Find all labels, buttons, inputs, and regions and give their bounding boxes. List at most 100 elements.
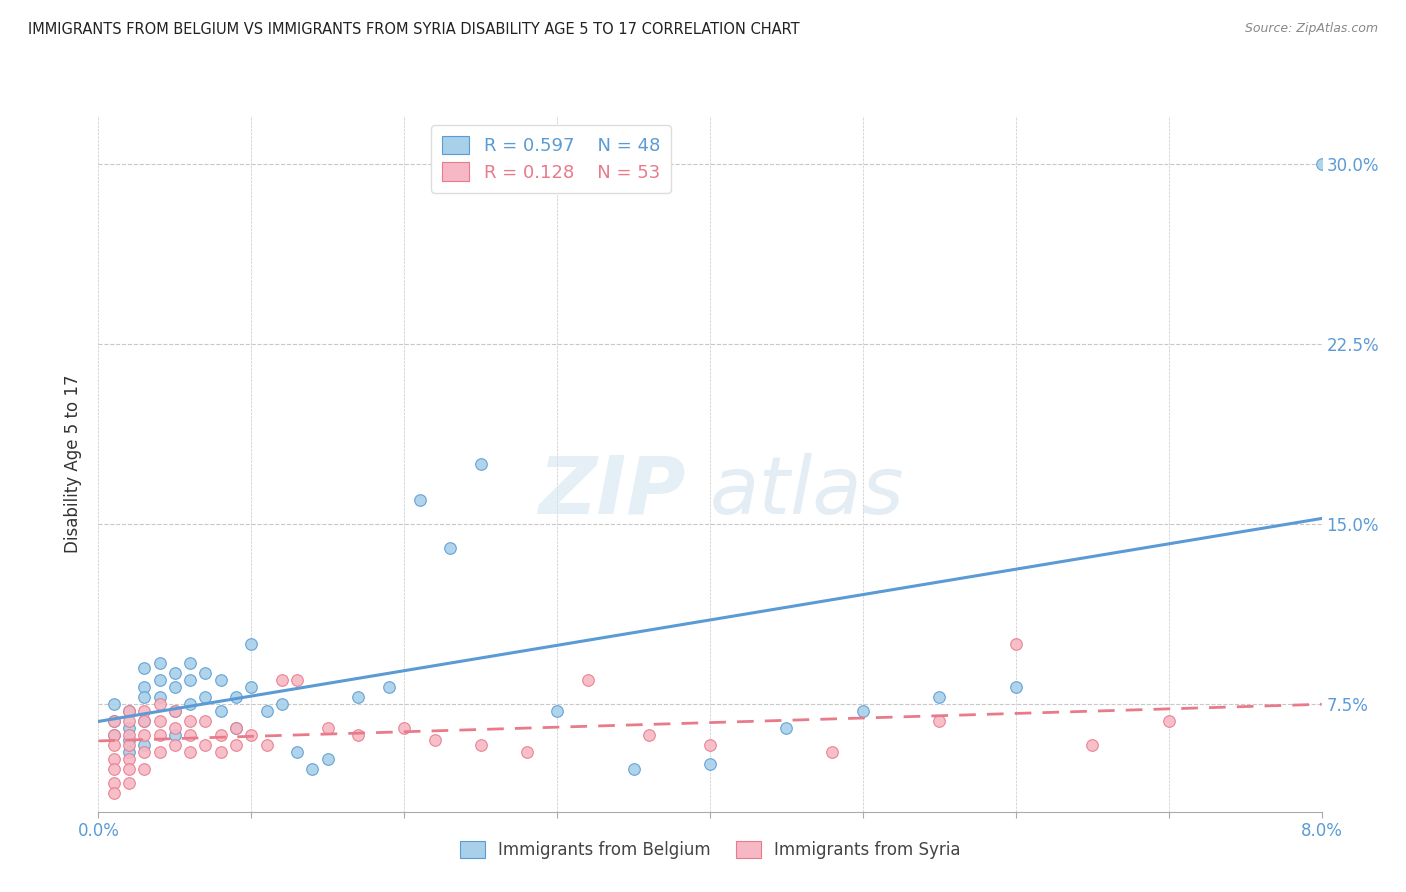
Point: [225, 690, 247, 704]
Point: [225, 721, 247, 735]
Point: [149, 690, 172, 704]
Point: [179, 714, 201, 728]
Point: [118, 732, 141, 747]
Point: [423, 732, 446, 747]
Point: [623, 762, 645, 776]
Point: [209, 728, 232, 742]
Point: [240, 680, 263, 694]
Point: [209, 745, 232, 759]
Point: [194, 714, 217, 728]
Point: [134, 745, 156, 759]
Point: [194, 665, 217, 680]
Text: Source: ZipAtlas.com: Source: ZipAtlas.com: [1244, 22, 1378, 36]
Point: [439, 541, 461, 555]
Point: [1310, 157, 1333, 171]
Point: [118, 776, 141, 790]
Point: [516, 745, 538, 759]
Point: [103, 728, 125, 742]
Point: [1004, 680, 1026, 694]
Point: [103, 776, 125, 790]
Point: [149, 728, 172, 742]
Point: [118, 738, 141, 752]
Point: [103, 762, 125, 776]
Point: [103, 785, 125, 799]
Point: [270, 673, 294, 687]
Point: [240, 637, 263, 651]
Point: [149, 745, 172, 759]
Point: [225, 738, 247, 752]
Point: [118, 762, 141, 776]
Point: [852, 704, 875, 718]
Point: [179, 728, 201, 742]
Point: [149, 697, 172, 711]
Point: [118, 752, 141, 766]
Point: [316, 721, 339, 735]
Point: [134, 728, 156, 742]
Point: [149, 714, 172, 728]
Point: [163, 704, 186, 718]
Point: [149, 656, 172, 670]
Point: [163, 738, 186, 752]
Text: IMMIGRANTS FROM BELGIUM VS IMMIGRANTS FROM SYRIA DISABILITY AGE 5 TO 17 CORRELAT: IMMIGRANTS FROM BELGIUM VS IMMIGRANTS FR…: [28, 22, 800, 37]
Y-axis label: Disability Age 5 to 17: Disability Age 5 to 17: [65, 375, 83, 553]
Point: [225, 721, 247, 735]
Point: [392, 721, 416, 735]
Point: [378, 680, 401, 694]
Point: [821, 745, 844, 759]
Point: [179, 656, 201, 670]
Point: [699, 738, 721, 752]
Point: [194, 690, 217, 704]
Point: [576, 673, 599, 687]
Point: [470, 457, 492, 471]
Point: [118, 721, 141, 735]
Text: ZIP: ZIP: [538, 452, 686, 531]
Point: [347, 690, 370, 704]
Point: [209, 673, 232, 687]
Point: [928, 714, 950, 728]
Point: [103, 752, 125, 766]
Point: [179, 673, 201, 687]
Legend: Immigrants from Belgium, Immigrants from Syria: Immigrants from Belgium, Immigrants from…: [453, 835, 967, 866]
Point: [134, 661, 156, 675]
Point: [134, 680, 156, 694]
Point: [546, 704, 568, 718]
Point: [134, 762, 156, 776]
Point: [408, 492, 430, 507]
Point: [285, 673, 308, 687]
Point: [149, 673, 172, 687]
Point: [179, 697, 201, 711]
Point: [103, 728, 125, 742]
Point: [301, 762, 323, 776]
Point: [270, 697, 294, 711]
Point: [240, 728, 263, 742]
Point: [163, 680, 186, 694]
Point: [1157, 714, 1180, 728]
Point: [775, 721, 797, 735]
Point: [134, 738, 156, 752]
Point: [194, 738, 217, 752]
Point: [103, 738, 125, 752]
Point: [637, 728, 661, 742]
Point: [256, 704, 278, 718]
Point: [103, 714, 125, 728]
Point: [179, 745, 201, 759]
Point: [163, 728, 186, 742]
Point: [163, 704, 186, 718]
Point: [118, 704, 141, 718]
Point: [118, 714, 141, 728]
Point: [103, 697, 125, 711]
Point: [209, 704, 232, 718]
Point: [163, 665, 186, 680]
Point: [134, 704, 156, 718]
Point: [134, 690, 156, 704]
Point: [1081, 738, 1104, 752]
Point: [118, 745, 141, 759]
Point: [1004, 637, 1026, 651]
Point: [316, 752, 339, 766]
Point: [103, 714, 125, 728]
Point: [256, 738, 278, 752]
Point: [928, 690, 950, 704]
Point: [163, 721, 186, 735]
Text: atlas: atlas: [710, 452, 905, 531]
Point: [118, 728, 141, 742]
